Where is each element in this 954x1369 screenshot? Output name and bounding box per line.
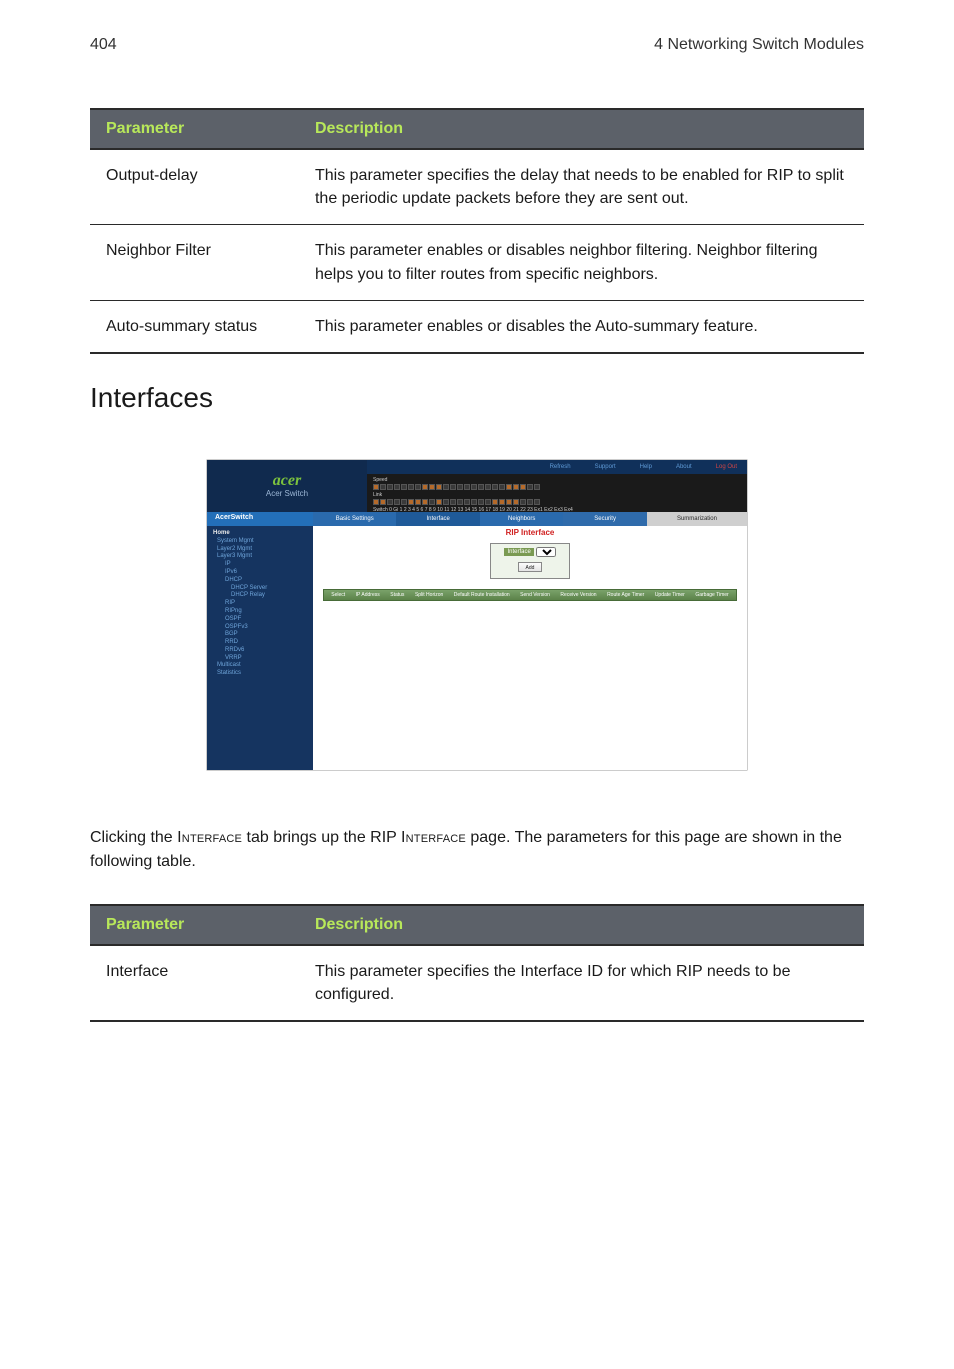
- nav-sidebar: Home System Mgmt Layer2 Mgmt Layer3 Mgmt…: [207, 526, 313, 770]
- sidebar-sub-item[interactable]: BGP: [213, 631, 313, 639]
- col: Route Age Timer: [607, 592, 644, 598]
- sidebar-item[interactable]: Layer2 Mgmt: [213, 546, 313, 554]
- speed-label: Speed: [373, 477, 387, 483]
- smallcaps: Interface: [401, 829, 466, 846]
- topbar-link-logout[interactable]: Log Out: [716, 464, 737, 470]
- sidebar-sub-item[interactable]: DHCP: [213, 577, 313, 585]
- sidebar-sub-item[interactable]: DHCP Relay: [213, 592, 313, 600]
- brand-subtitle: Acer Switch: [266, 489, 308, 498]
- interface-form: Interface Add: [490, 543, 570, 579]
- topbar-link[interactable]: Refresh: [550, 464, 571, 470]
- body-paragraph: Clicking the Interface tab brings up the…: [90, 826, 864, 874]
- cell-desc: This parameter specifies the delay that …: [299, 149, 864, 225]
- sidebar-sub-item[interactable]: RRDv6: [213, 647, 313, 655]
- link-label: Link: [373, 492, 382, 498]
- topbar-link[interactable]: Support: [595, 464, 616, 470]
- sidebar-sub-item[interactable]: RIP: [213, 600, 313, 608]
- sidebar-sub-item[interactable]: IP: [213, 561, 313, 569]
- table-row: Neighbor Filter This parameter enables o…: [90, 225, 864, 300]
- col: Receive Version: [560, 592, 596, 598]
- sidebar-item[interactable]: Statistics: [213, 670, 313, 678]
- add-button[interactable]: Add: [518, 562, 542, 572]
- col: Default Route Installation: [454, 592, 510, 598]
- cell-desc: This parameter specifies the Interface I…: [299, 945, 864, 1021]
- col: Split Horizon: [415, 592, 443, 598]
- cell-desc: This parameter enables or disables neigh…: [299, 225, 864, 300]
- tab-bar: Basic Settings Interface Neighbors Secur…: [313, 512, 747, 526]
- rip-interface-title: RIP Interface: [313, 528, 747, 537]
- col: Garbage Timer: [695, 592, 728, 598]
- tab-basic-settings[interactable]: Basic Settings: [313, 512, 396, 526]
- cell-name: Neighbor Filter: [90, 225, 299, 300]
- cell-desc: This parameter enables or disables the A…: [299, 300, 864, 353]
- interface-label: Interface: [504, 548, 533, 556]
- column-headers: Select IP Address Status Split Horizon D…: [323, 589, 737, 601]
- col: Select: [331, 592, 345, 598]
- sidebar-sub-item[interactable]: DHCP Server: [213, 585, 313, 593]
- sidebar-item[interactable]: Multicast: [213, 662, 313, 670]
- table-row: Auto-summary status This parameter enabl…: [90, 300, 864, 353]
- th-param: Parameter: [90, 109, 299, 149]
- tab-interface[interactable]: Interface: [396, 512, 479, 526]
- cell-name: Auto-summary status: [90, 300, 299, 353]
- th-param: Parameter: [90, 905, 299, 945]
- brand-panel: acer Acer Switch: [207, 460, 367, 512]
- sidebar-item[interactable]: System Mgmt: [213, 538, 313, 546]
- brand-logo: acer: [273, 473, 301, 489]
- embedded-screenshot: Refresh Support Help About Log Out acer …: [207, 460, 747, 770]
- cell-name: Output-delay: [90, 149, 299, 225]
- sidebar-sub-item[interactable]: IPv6: [213, 569, 313, 577]
- topbar-link[interactable]: Help: [640, 464, 652, 470]
- th-desc: Description: [299, 905, 864, 945]
- page-number: 404: [90, 36, 117, 54]
- sidebar-item-home[interactable]: Home: [213, 530, 313, 538]
- parameter-table-1: Parameter Description Output-delay This …: [90, 108, 864, 354]
- switch-port-visual: Speed Link Switch 0 Gi 1 2 3 4 5 6 7 8 9…: [367, 474, 747, 512]
- section-heading: Interfaces: [90, 382, 864, 414]
- sidebar-sub-item[interactable]: RRD: [213, 639, 313, 647]
- tab-security[interactable]: Security: [563, 512, 646, 526]
- top-link-bar: Refresh Support Help About Log Out: [367, 460, 747, 474]
- sidebar-sub-item[interactable]: RIPng: [213, 608, 313, 616]
- th-desc: Description: [299, 109, 864, 149]
- topbar-link[interactable]: About: [676, 464, 692, 470]
- sidebar-sub-item[interactable]: OSPFv3: [213, 624, 313, 632]
- col: Send Version: [520, 592, 550, 598]
- parameter-table-2: Parameter Description Interface This par…: [90, 904, 864, 1022]
- sidebar-header: AcerSwitch: [207, 512, 313, 526]
- sidebar-item[interactable]: Layer3 Mgmt: [213, 553, 313, 561]
- smallcaps: Interface: [177, 829, 242, 846]
- col: IP Address: [356, 592, 380, 598]
- cell-name: Interface: [90, 945, 299, 1021]
- table-row: Interface This parameter specifies the I…: [90, 945, 864, 1021]
- tab-neighbors[interactable]: Neighbors: [480, 512, 563, 526]
- col: Status: [390, 592, 404, 598]
- tab-summarization[interactable]: Summarization: [647, 512, 747, 526]
- sidebar-sub-item[interactable]: OSPF: [213, 616, 313, 624]
- sidebar-sub-item[interactable]: VRRP: [213, 655, 313, 663]
- table-row: Output-delay This parameter specifies th…: [90, 149, 864, 225]
- col: Update Timer: [655, 592, 685, 598]
- chapter-title: 4 Networking Switch Modules: [654, 36, 864, 54]
- main-content-panel: RIP Interface Interface Add Select IP Ad…: [313, 526, 747, 770]
- interface-select[interactable]: [536, 547, 556, 557]
